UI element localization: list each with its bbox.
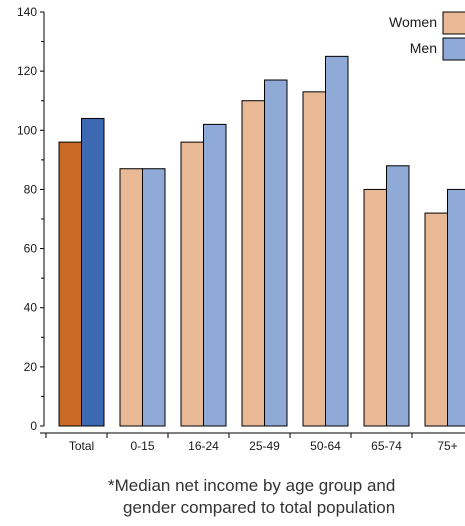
bar-chart: 0 20 40 60 80 100 120 140 Total 0-15 16-24 25-49 50… [17,5,465,453]
footnote: *Median net income by age group and gend… [108,475,465,519]
y-tick-label: 40 [24,301,38,315]
x-category-label: 25-49 [249,439,280,453]
y-tick-label: 120 [17,64,37,78]
x-category-label: Total [69,439,94,453]
y-tick-label: 80 [24,182,38,196]
bar-women-total [58,141,82,427]
legend-label-men: Men [410,40,437,56]
bar-men-2549 [264,79,288,427]
x-category-label: 0-15 [130,439,154,453]
bar-men-total [81,117,105,427]
bar-men-75 [447,188,465,427]
bars [58,55,465,427]
y-tick-label: 60 [24,242,38,256]
legend-swatch-men [442,37,465,61]
bar-women-015 [119,168,143,427]
y-tick-label: 0 [30,419,37,433]
bar-women-6574 [363,188,387,427]
legend-swatch-women [442,11,465,35]
bar-men-5064 [325,55,349,427]
bar-women-5064 [302,91,326,427]
bar-men-1624 [203,123,227,427]
y-tick-label: 20 [24,360,38,374]
legend-label-women: Women [389,14,437,30]
y-tick-label: 100 [17,123,37,137]
x-axis: Total 0-15 16-24 25-49 50-64 65-74 75+ [40,432,465,453]
footnote-line-2: gender compared to total population [123,498,396,517]
x-category-label: 75+ [437,439,457,453]
bar-men-6574 [386,165,410,427]
bar-women-1624 [180,141,204,427]
y-tick-label: 140 [17,5,37,19]
bar-women-2549 [241,100,265,427]
legend: Women Men [389,11,465,61]
x-category-label: 65-74 [371,439,402,453]
footnote-line-1: *Median net income by age group and [108,476,396,495]
x-category-label: 50-64 [310,439,341,453]
x-category-label: 16-24 [188,439,219,453]
bar-women-75 [424,212,448,427]
bar-men-015 [142,168,166,427]
y-axis: 0 20 40 60 80 100 120 140 [17,5,45,433]
